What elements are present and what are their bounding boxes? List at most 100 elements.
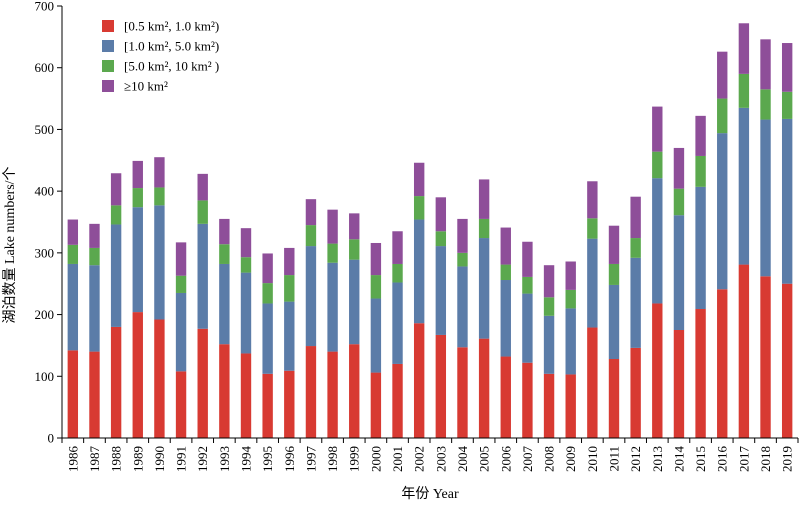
bar-1993-series-3 [219, 244, 230, 264]
bar-2004-series-4 [457, 218, 468, 253]
bar-1994-series-4 [240, 228, 252, 258]
bar-2008-series-1 [543, 373, 555, 438]
bar-1990-series-1 [154, 319, 165, 438]
x-tick-label: 2016 [715, 446, 730, 473]
bar-2013-series-3 [652, 151, 663, 179]
bar-1988-series-2 [110, 224, 122, 327]
bar-1996-series-2 [284, 301, 295, 371]
x-tick-label: 2000 [368, 446, 383, 472]
bar-1989-series-1 [132, 312, 143, 438]
bar-1987-series-1 [89, 351, 100, 438]
bar-1999-series-3 [349, 239, 360, 260]
bar-1993-series-1 [219, 344, 230, 438]
x-tick-label: 1998 [325, 446, 340, 472]
bar-1996-series-1 [284, 370, 295, 438]
bar-2007-series-4 [522, 241, 533, 277]
bar-2006-series-4 [500, 227, 511, 265]
bar-2018-series-1 [760, 276, 771, 438]
bar-1995-series-1 [262, 373, 273, 438]
bar-2016-series-2 [717, 133, 728, 290]
bar-1989-series-3 [132, 188, 143, 208]
legend: [0.5 km², 1.0 km²) [1.0 km², 5.0 km²) [5.0… [102, 19, 219, 94]
bar-2005-series-1 [478, 338, 490, 438]
bar-2014-series-1 [673, 330, 685, 438]
bar-2019-series-2 [781, 118, 793, 284]
legend-label-2: [1.0 km², 5.0 km²) [124, 39, 219, 54]
bar-1988-series-3 [110, 205, 122, 225]
bar-1994-series-2 [240, 272, 252, 354]
bar-1987-series-4 [89, 223, 100, 248]
bar-1998-series-2 [327, 262, 338, 352]
bar-2000-series-4 [370, 242, 382, 276]
legend-label-1: [0.5 km², 1.0 km²) [124, 19, 219, 34]
y-tick-label: 600 [35, 60, 55, 75]
bar-2009-series-1 [565, 374, 576, 438]
y-tick-label: 700 [35, 0, 55, 14]
bar-2011-series-2 [608, 284, 620, 360]
x-tick-label: 1999 [347, 446, 362, 472]
legend-swatch-4 [102, 80, 114, 92]
bar-1999-series-2 [349, 259, 360, 345]
bar-1992-series-2 [197, 223, 208, 329]
bar-1996-series-4 [284, 247, 295, 276]
bar-2014-series-3 [673, 188, 685, 216]
legend-swatch-2 [102, 40, 114, 52]
bar-2001-series-2 [392, 282, 403, 364]
x-tick-label: 2006 [498, 446, 513, 473]
bar-2012-series-2 [630, 257, 641, 348]
bar-2009-series-4 [565, 261, 576, 290]
bar-1986-series-3 [67, 244, 79, 264]
x-tick-label: 1993 [217, 446, 232, 472]
bar-2014-series-4 [673, 147, 685, 189]
x-axis-title: 年份 Year [401, 486, 459, 502]
legend-label-3: [5.0 km², 10 km² ) [124, 59, 219, 74]
y-tick-label: 0 [48, 431, 55, 446]
bar-2012-series-1 [630, 347, 641, 438]
bars-layer [67, 23, 793, 438]
bar-2009-series-2 [565, 308, 576, 375]
bar-1997-series-4 [305, 199, 317, 226]
bar-2005-series-3 [478, 218, 490, 239]
bar-1995-series-4 [262, 253, 273, 284]
bar-2018-series-4 [760, 39, 771, 90]
y-tick-label: 300 [35, 245, 55, 260]
bar-1997-series-1 [305, 346, 317, 438]
bar-1989-series-2 [132, 207, 143, 313]
bar-2006-series-3 [500, 264, 511, 281]
bar-2002-series-1 [413, 323, 425, 438]
bar-2006-series-2 [500, 280, 511, 357]
x-tick-label: 2015 [693, 446, 708, 472]
x-ticks-layer: 1986 1987 1988 1989 1990 1991 1992 1993 1994 1995… [61, 438, 799, 473]
legend-swatch-1 [102, 20, 114, 32]
bar-1993-series-2 [219, 263, 230, 345]
x-tick-label: 2005 [477, 446, 492, 472]
bar-2008-series-2 [543, 315, 555, 374]
bar-2000-series-3 [370, 275, 382, 299]
bar-2018-series-3 [760, 89, 771, 120]
x-tick-label: 2012 [628, 446, 643, 472]
bar-2019-series-3 [781, 91, 793, 119]
bar-2003-series-3 [435, 231, 447, 247]
bar-2015-series-3 [695, 155, 706, 187]
bar-2011-series-3 [608, 263, 620, 285]
bar-1995-series-2 [262, 303, 273, 374]
x-tick-label: 1994 [239, 446, 254, 473]
bar-2013-series-4 [652, 106, 663, 152]
bar-2011-series-4 [608, 225, 620, 264]
x-tick-label: 2002 [412, 446, 427, 472]
bar-1991-series-1 [175, 371, 187, 438]
bar-1986-series-1 [67, 350, 79, 438]
x-tick-label: 1987 [87, 446, 102, 473]
bar-1989-series-4 [132, 160, 143, 189]
bar-1999-series-4 [349, 213, 360, 240]
bar-2013-series-2 [652, 178, 663, 304]
x-tick-label: 1986 [65, 446, 80, 473]
bar-2017-series-1 [738, 264, 750, 438]
bar-2015-series-4 [695, 115, 706, 156]
bar-1992-series-1 [197, 328, 208, 438]
x-tick-label: 2019 [780, 446, 795, 472]
bar-2018-series-2 [760, 119, 771, 277]
x-tick-label: 2003 [433, 446, 448, 472]
x-tick-label: 1988 [109, 446, 124, 472]
y-ticks-layer: 0 100 200 300 400 500 600 700 [35, 0, 62, 446]
